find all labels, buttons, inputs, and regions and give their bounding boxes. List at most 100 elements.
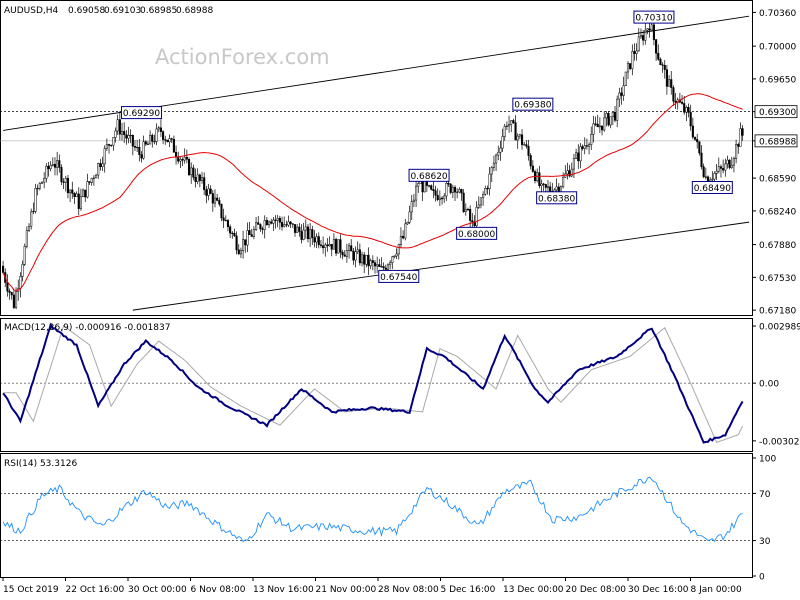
candle-body bbox=[397, 244, 400, 255]
candle-body bbox=[233, 233, 236, 237]
candle-body bbox=[637, 36, 640, 52]
candle-body bbox=[360, 254, 364, 264]
candle-body bbox=[224, 220, 227, 222]
time-tick-label: 28 Nov 08:00 bbox=[378, 585, 439, 595]
level-box-label: 0.69380 bbox=[514, 101, 551, 111]
candle-body bbox=[663, 65, 666, 70]
candle-body bbox=[460, 189, 463, 194]
candle-body bbox=[99, 163, 102, 168]
candle-body bbox=[296, 226, 299, 233]
candle-body bbox=[598, 125, 601, 128]
level-box bbox=[512, 97, 554, 111]
candle-body bbox=[438, 197, 441, 200]
candle-body bbox=[685, 107, 688, 113]
symbol-label: AUDUSD,H4 bbox=[4, 6, 59, 16]
candle-body bbox=[670, 79, 673, 88]
candle-body bbox=[514, 122, 517, 141]
candle-body bbox=[624, 71, 627, 86]
candle-body bbox=[155, 128, 158, 142]
candle-body bbox=[32, 211, 35, 213]
candle-body bbox=[600, 125, 604, 131]
candle-body bbox=[324, 244, 327, 248]
level-box bbox=[120, 106, 162, 120]
candle-body bbox=[330, 244, 333, 250]
candle-body bbox=[451, 187, 454, 193]
candle-body bbox=[222, 217, 225, 221]
candle-body bbox=[620, 92, 623, 96]
candle-body bbox=[203, 177, 206, 190]
candle-body bbox=[287, 221, 290, 226]
candle-body bbox=[293, 224, 297, 233]
candle-body bbox=[140, 154, 143, 159]
candle-body bbox=[568, 170, 571, 177]
candle-body bbox=[71, 189, 74, 194]
candle-body bbox=[572, 158, 575, 170]
candle-body bbox=[112, 137, 115, 146]
candle-body bbox=[58, 160, 61, 168]
candle-body bbox=[198, 174, 201, 181]
candle-body bbox=[689, 112, 692, 127]
macd-label: MACD(12,26,9) -0.000916 -0.001837 bbox=[4, 323, 170, 333]
candle-body bbox=[123, 131, 126, 136]
candle-body bbox=[704, 176, 707, 178]
candle-body bbox=[270, 221, 273, 224]
candle-body bbox=[447, 182, 450, 185]
candle-body bbox=[300, 231, 303, 240]
candle-body bbox=[402, 235, 405, 239]
candle-body bbox=[345, 250, 348, 257]
watermark: ActionForex.com bbox=[155, 45, 330, 69]
candle-body bbox=[456, 191, 459, 193]
candle-body bbox=[417, 183, 420, 187]
candle-body bbox=[354, 251, 357, 261]
candle-body bbox=[332, 239, 335, 250]
candle-body bbox=[255, 222, 258, 230]
candle-body bbox=[15, 291, 18, 308]
candle-body bbox=[280, 222, 284, 227]
candle-body bbox=[555, 186, 558, 191]
candle-body bbox=[181, 159, 184, 161]
candle-body bbox=[127, 135, 130, 139]
candle-body bbox=[19, 276, 22, 289]
candle-body bbox=[146, 143, 150, 145]
candle-body bbox=[335, 239, 338, 254]
candle-body bbox=[490, 167, 493, 175]
candle-body bbox=[49, 165, 52, 170]
candle-body bbox=[650, 24, 653, 31]
candle-body bbox=[2, 265, 5, 273]
candle-body bbox=[428, 185, 431, 187]
time-tick-label: 21 Nov 00:00 bbox=[316, 585, 377, 595]
candle-body bbox=[408, 211, 411, 223]
candle-body bbox=[683, 103, 686, 113]
candle-body bbox=[421, 180, 424, 193]
candle-body bbox=[200, 177, 204, 181]
candle-body bbox=[162, 131, 165, 140]
ohlc-close: 0.68988 bbox=[176, 6, 213, 16]
candle-body bbox=[486, 188, 489, 190]
candle-body bbox=[719, 166, 723, 169]
candle-body bbox=[84, 189, 87, 198]
channel-lower-line bbox=[132, 221, 750, 311]
candle-body bbox=[505, 125, 508, 127]
candle-body bbox=[257, 222, 260, 225]
candle-body bbox=[717, 166, 720, 172]
candle-body bbox=[646, 28, 649, 31]
candle-body bbox=[103, 148, 106, 165]
candle-body bbox=[239, 250, 242, 255]
candle-body bbox=[512, 120, 515, 123]
candle-body bbox=[8, 290, 11, 293]
candle-body bbox=[352, 250, 355, 261]
candle-body bbox=[56, 160, 59, 168]
candle-body bbox=[739, 128, 742, 147]
candle-body bbox=[229, 226, 232, 234]
candle-body bbox=[367, 254, 370, 267]
candle-body bbox=[596, 123, 599, 128]
candle-body bbox=[520, 134, 524, 145]
rsi-tick-label: 70 bbox=[759, 490, 771, 500]
candle-body bbox=[484, 188, 487, 195]
candle-body bbox=[309, 229, 312, 240]
candle-body bbox=[226, 220, 230, 227]
candle-body bbox=[371, 260, 374, 263]
candle-body bbox=[590, 133, 593, 145]
candle-body bbox=[700, 152, 703, 168]
candle-body bbox=[373, 262, 377, 267]
